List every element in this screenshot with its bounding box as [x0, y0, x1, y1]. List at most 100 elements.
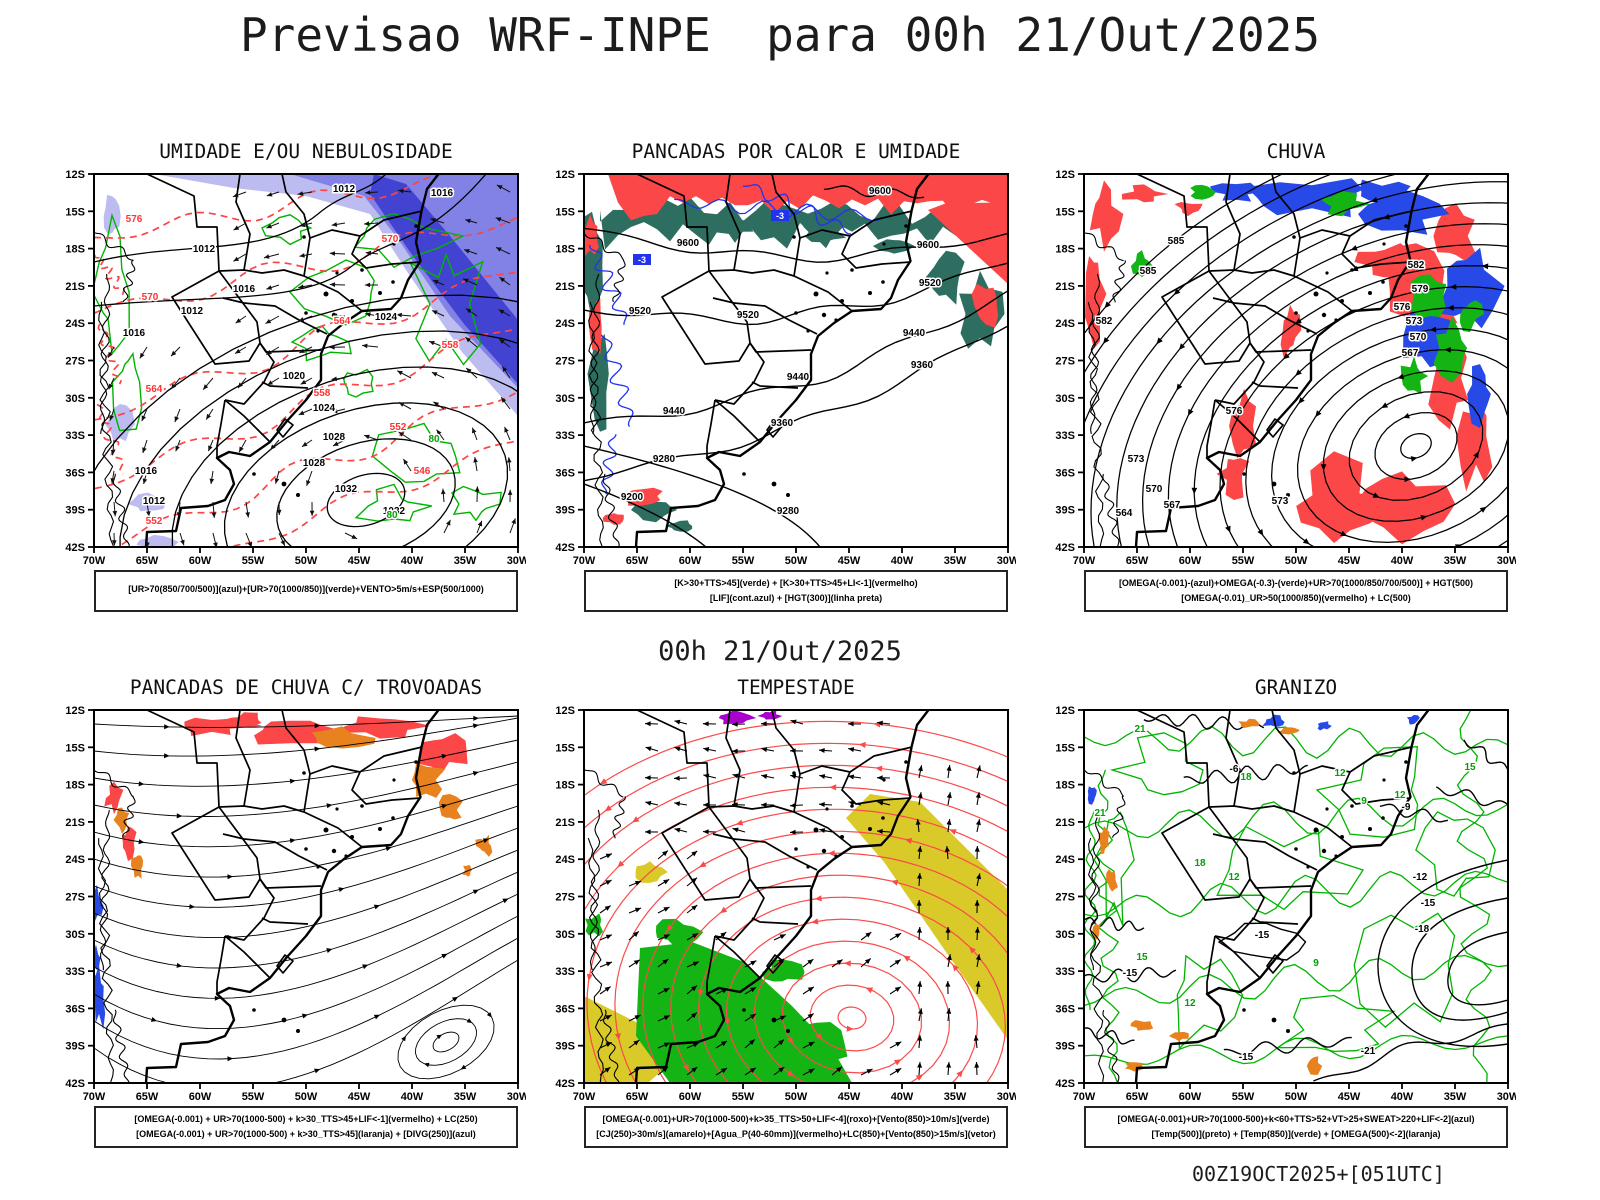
- svg-text:30W: 30W: [507, 555, 526, 567]
- svg-text:70W: 70W: [83, 1091, 106, 1103]
- svg-text:27S: 27S: [555, 356, 575, 368]
- svg-text:-15: -15: [1123, 968, 1138, 979]
- svg-text:546: 546: [414, 466, 431, 477]
- svg-text:9200: 9200: [621, 492, 644, 503]
- svg-text:70W: 70W: [1073, 1091, 1096, 1103]
- map-umidade: 1012 1016 1012 1016 1012 1024 1016 1020 1024 1028…: [65, 169, 526, 567]
- svg-text:24S: 24S: [65, 854, 85, 866]
- svg-text:55W: 55W: [1232, 1091, 1255, 1103]
- panel-pancadas-calor: PANCADAS POR CALOR E UMIDADE 9600 9600 960…: [536, 140, 1018, 612]
- svg-text:70W: 70W: [573, 1091, 596, 1103]
- svg-text:42S: 42S: [1055, 542, 1075, 554]
- svg-text:18S: 18S: [1055, 244, 1075, 256]
- svg-text:39S: 39S: [555, 1041, 575, 1053]
- svg-text:30S: 30S: [555, 393, 575, 405]
- caption-granizo: [OMEGA(-0.001)+UR>70(1000-500)+k<60+TTS>…: [1084, 1106, 1508, 1148]
- svg-text:40W: 40W: [891, 1091, 914, 1103]
- svg-text:12: 12: [1394, 790, 1406, 801]
- svg-text:24S: 24S: [555, 318, 575, 330]
- svg-text:1032: 1032: [335, 484, 358, 495]
- svg-text:36S: 36S: [1055, 1003, 1075, 1015]
- svg-text:40W: 40W: [401, 1091, 424, 1103]
- svg-text:50W: 50W: [295, 555, 318, 567]
- svg-text:573: 573: [1272, 496, 1289, 507]
- svg-text:33S: 33S: [555, 430, 575, 442]
- svg-text:1012: 1012: [193, 244, 216, 255]
- svg-text:1012: 1012: [181, 306, 204, 317]
- svg-text:60W: 60W: [1179, 1091, 1202, 1103]
- svg-text:15S: 15S: [555, 206, 575, 218]
- caption-line: [OMEGA(-0.001) + UR>70(1000-500) + k>30_…: [136, 1128, 476, 1139]
- svg-text:12S: 12S: [555, 705, 575, 717]
- svg-text:21: 21: [1134, 724, 1146, 735]
- svg-text:15: 15: [1136, 952, 1148, 963]
- svg-text:70W: 70W: [1073, 555, 1096, 567]
- svg-text:35W: 35W: [944, 555, 967, 567]
- svg-text:558: 558: [442, 340, 459, 351]
- svg-text:60W: 60W: [679, 1091, 702, 1103]
- svg-text:30W: 30W: [997, 555, 1016, 567]
- svg-text:1032: 1032: [383, 506, 406, 517]
- svg-text:42S: 42S: [65, 1078, 85, 1090]
- svg-text:567: 567: [1164, 500, 1181, 511]
- svg-text:33S: 33S: [65, 430, 85, 442]
- svg-text:24S: 24S: [1055, 854, 1075, 866]
- caption-pancadas-calor: [K>30+TTS>45](verde) + [K>30+TTS>45+LI<-…: [584, 570, 1008, 612]
- svg-text:40W: 40W: [401, 555, 424, 567]
- svg-text:70W: 70W: [573, 555, 596, 567]
- panel-chuva: CHUVA 585 585 582 579 576 573 570 567 582 576 573 5…: [1036, 140, 1518, 612]
- svg-text:18S: 18S: [555, 244, 575, 256]
- svg-text:27S: 27S: [65, 892, 85, 904]
- svg-text:18: 18: [1194, 858, 1206, 869]
- svg-text:36S: 36S: [1055, 467, 1075, 479]
- svg-text:1016: 1016: [135, 466, 158, 477]
- svg-text:9360: 9360: [911, 360, 934, 371]
- svg-text:80: 80: [386, 510, 398, 521]
- svg-text:-6: -6: [1230, 764, 1239, 775]
- svg-text:9280: 9280: [653, 454, 676, 465]
- svg-text:12S: 12S: [555, 169, 575, 181]
- svg-text:-18: -18: [1415, 924, 1430, 935]
- svg-text:12: 12: [1228, 872, 1240, 883]
- svg-text:35W: 35W: [454, 1091, 477, 1103]
- svg-text:564: 564: [334, 316, 351, 327]
- caption-chuva: [OMEGA(-0.001)-(azul)+OMEGA(-0.3)-(verde…: [1084, 570, 1508, 612]
- valid-time-label: 00h 21/Out/2025: [658, 636, 902, 667]
- svg-text:15S: 15S: [555, 742, 575, 754]
- svg-text:570: 570: [1146, 484, 1163, 495]
- svg-text:12: 12: [1334, 768, 1346, 779]
- svg-text:50W: 50W: [785, 1091, 808, 1103]
- svg-text:27S: 27S: [65, 356, 85, 368]
- svg-text:42S: 42S: [555, 1078, 575, 1090]
- svg-text:33S: 33S: [555, 966, 575, 978]
- svg-text:1012: 1012: [143, 496, 166, 507]
- svg-text:55W: 55W: [1232, 555, 1255, 567]
- svg-text:60W: 60W: [189, 555, 212, 567]
- svg-text:573: 573: [1406, 316, 1423, 327]
- svg-text:40W: 40W: [891, 555, 914, 567]
- panel-umidade: UMIDADE E/OU NEBULOSIDADE 1012 1016 1012 10…: [46, 140, 528, 612]
- svg-text:36S: 36S: [65, 1003, 85, 1015]
- map-pancadas-calor: 9600 9600 9600 9520 9520 9520 9440 9440 9440 9360…: [555, 169, 1016, 567]
- svg-text:55W: 55W: [732, 1091, 755, 1103]
- svg-text:582: 582: [1096, 316, 1113, 327]
- svg-text:21: 21: [1094, 808, 1106, 819]
- svg-text:27S: 27S: [1055, 892, 1075, 904]
- svg-text:55W: 55W: [732, 555, 755, 567]
- svg-text:1024: 1024: [375, 312, 398, 323]
- panel-title-granizo: GRANIZO: [1254, 676, 1338, 699]
- svg-text:60W: 60W: [189, 1091, 212, 1103]
- svg-text:24S: 24S: [555, 854, 575, 866]
- svg-text:9440: 9440: [663, 406, 686, 417]
- svg-text:50W: 50W: [1285, 555, 1308, 567]
- svg-text:65W: 65W: [136, 555, 159, 567]
- svg-text:564: 564: [1116, 508, 1133, 519]
- svg-text:30S: 30S: [1055, 929, 1075, 941]
- svg-text:24S: 24S: [65, 318, 85, 330]
- svg-text:18S: 18S: [555, 780, 575, 792]
- svg-text:80: 80: [428, 434, 440, 445]
- caption-line: [OMEGA(-0.001) + UR>70(1000-500) + k>30_…: [134, 1113, 478, 1124]
- svg-text:33S: 33S: [65, 966, 85, 978]
